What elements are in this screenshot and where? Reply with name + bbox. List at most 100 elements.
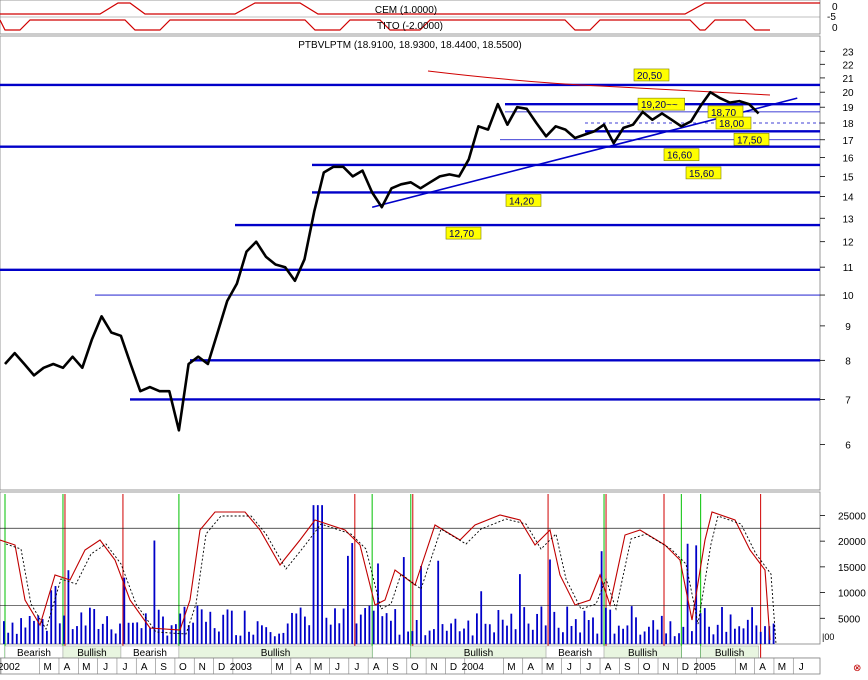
level-annotation-label: 18,00 (719, 119, 744, 130)
volume-bar (295, 613, 298, 644)
volume-bar (175, 624, 177, 644)
volume-bar (299, 607, 302, 644)
volume-bar (394, 609, 397, 644)
volume-bar (544, 625, 547, 644)
volume-bar (54, 586, 57, 644)
level-annotation-label: 15,60 (689, 169, 714, 180)
volume-bar (527, 623, 530, 644)
level-annotation-label: 18,70 (711, 108, 736, 119)
volume-bar (579, 632, 581, 644)
price-tick-label: 21 (842, 74, 854, 85)
volume-y-axis: 25000 20000 15000 10000 5000 (820, 511, 866, 625)
level-annotation-label: 12,70 (449, 229, 474, 240)
x-tick-label: S (392, 662, 399, 673)
volume-bar (200, 609, 203, 644)
regime-label: Bearish (133, 648, 167, 659)
x-tick-label: M (507, 662, 515, 673)
price-y-axis: 23 22 21 20 19 18 17 16 15 14 13 12 11 10 9 8 7 6 (820, 47, 854, 452)
volume-bar (583, 610, 586, 644)
volume-scale-label: |00 (822, 632, 834, 642)
volume-bar (265, 627, 268, 644)
volume-bar (738, 626, 741, 644)
x-tick-label: J (799, 662, 804, 673)
volume-bar (506, 625, 508, 644)
volume-bar (226, 609, 229, 644)
volume-bar (755, 625, 758, 644)
volume-bar (609, 609, 612, 644)
volume-bar (67, 570, 70, 644)
volume-bar (635, 617, 637, 644)
volume-bar (510, 613, 513, 644)
volume-bar (734, 628, 736, 644)
signal-lines (4, 494, 762, 658)
volume-bar (97, 629, 100, 644)
volume-panel: 25000 20000 15000 10000 5000 |00 (0, 491, 866, 658)
volume-bar (209, 611, 212, 644)
regime-label: Bullish (464, 648, 493, 659)
price-tick-label: 7 (845, 395, 851, 406)
volume-bar (359, 614, 362, 644)
volume-bar (562, 632, 564, 644)
volume-bar (76, 626, 78, 644)
volume-bar (334, 608, 336, 644)
volume-bar (574, 619, 577, 644)
volume-bar (686, 543, 689, 644)
x-tick-label: J (354, 662, 359, 673)
price-title: PTBVLPTM (18.9100, 18.9300, 18.4400, 18.… (298, 40, 522, 51)
volume-bar (759, 631, 762, 644)
indicator-tick: -5 (827, 12, 836, 23)
volume-bar (712, 634, 715, 644)
volume-bar (187, 625, 190, 644)
volume-bar (725, 631, 728, 644)
x-tick-label: 2002 (0, 662, 21, 673)
x-tick-label: A (605, 662, 612, 673)
volume-bar (192, 622, 194, 644)
volume-bar (338, 623, 341, 644)
level-annotation-box (663, 148, 700, 162)
volume-bar (325, 617, 328, 644)
x-tick-label: D (450, 662, 457, 673)
x-tick-label: N (199, 662, 206, 673)
volume-bar (256, 621, 259, 644)
x-tick-label: J (567, 662, 572, 673)
volume-bar (656, 629, 659, 644)
volume-bar (682, 626, 685, 644)
volume-tick-label: 20000 (838, 537, 866, 548)
volume-bar (3, 621, 5, 644)
volume-bar (166, 635, 169, 644)
x-tick-label: D (218, 662, 225, 673)
volume-bar (239, 635, 242, 644)
price-tick-label: 19 (842, 103, 854, 114)
volume-bar (605, 607, 607, 644)
volume-bar (536, 613, 538, 644)
volume-bar (587, 620, 590, 644)
volume-bar (162, 616, 164, 644)
volume-bar (218, 631, 220, 644)
x-axis-frame (0, 657, 821, 675)
indicator-axis: 0 -5 0 (827, 2, 838, 34)
volume-bar (540, 606, 543, 644)
volume-bar (273, 636, 276, 644)
volume-bar (643, 631, 646, 644)
volume-bar (523, 607, 526, 644)
regime-label: Bullish (77, 648, 106, 659)
price-tick-label: 13 (842, 214, 854, 225)
level-annotation-box (445, 226, 482, 240)
reset-icon[interactable]: ⊗ (853, 663, 861, 674)
price-tick-label: 6 (845, 441, 851, 452)
long-term-resistance-curve (427, 70, 771, 96)
volume-bar (592, 617, 594, 644)
volume-bar (398, 634, 401, 644)
volume-bar (205, 621, 207, 644)
volume-bar (41, 618, 44, 644)
volume-bar (291, 612, 293, 644)
oscillator-signal-line (5, 515, 777, 645)
x-tick-label: M (275, 662, 283, 673)
x-tick-label: S (160, 662, 167, 673)
volume-bar (407, 631, 409, 644)
volume-bar (123, 577, 126, 644)
tito-label: TITO (-2.0000) (377, 21, 443, 32)
regime-label: Bullish (628, 648, 657, 659)
cem-label: CEM (1.0000) (375, 5, 437, 16)
